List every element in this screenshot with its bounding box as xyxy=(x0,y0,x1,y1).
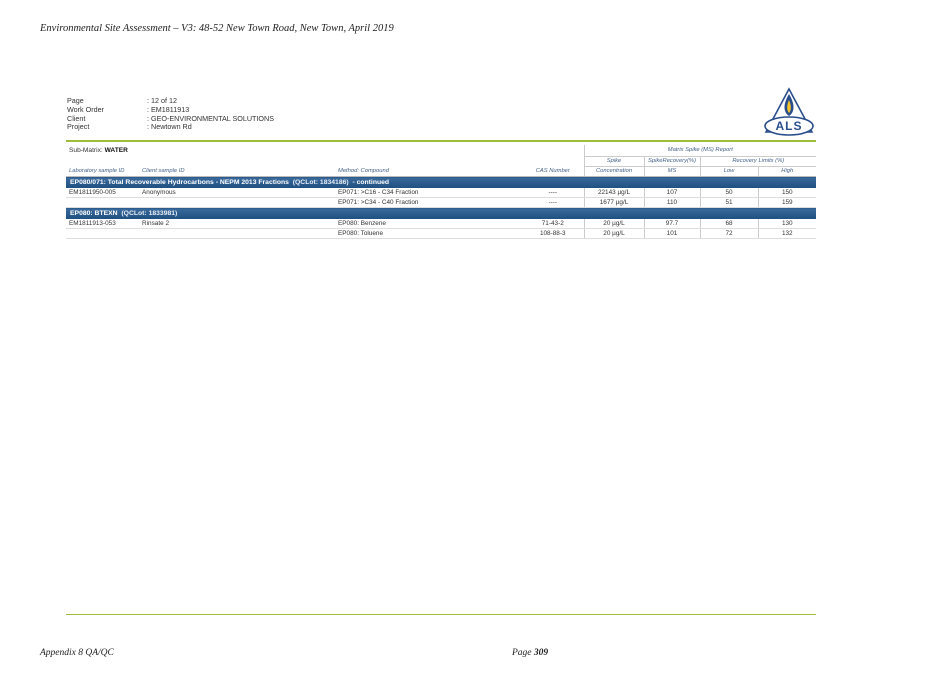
group-suffix: - continued xyxy=(352,179,390,186)
header-concentration: Concentration xyxy=(583,166,645,177)
method-compound: EP080: Benzene xyxy=(335,219,522,229)
group-title: EP080/071: Total Recoverable Hydrocarbon… xyxy=(70,179,289,186)
ms-recovery: 101 xyxy=(643,228,701,239)
client-sample-id xyxy=(139,197,335,208)
client-sample-id: Anonymous xyxy=(139,188,335,198)
recovery-high: 132 xyxy=(757,228,817,239)
meta-row-page: Page 12 of 12 xyxy=(67,96,274,106)
ms-recovery: 97.7 xyxy=(643,219,701,229)
concentration: 20 µg/L xyxy=(583,228,645,239)
client-sample-id xyxy=(139,228,335,239)
document-header: Environmental Site Assessment – V3: 48-5… xyxy=(40,23,394,34)
recovery-low: 50 xyxy=(699,188,759,198)
lab-sample-id: EM1811950-005 xyxy=(66,188,139,198)
lab-sample-id xyxy=(66,197,139,208)
recovery-high: 159 xyxy=(757,197,817,208)
recovery-high: 150 xyxy=(757,188,817,198)
als-logo: ALS xyxy=(762,86,816,138)
meta-row-work-order: Work Order EM1811913 xyxy=(67,104,274,115)
logo-text: ALS xyxy=(775,119,803,133)
lab-sample-id xyxy=(66,228,139,239)
submatrix-label: Sub-Matrix: WATER xyxy=(66,145,584,157)
cas-number: 71-43-2 xyxy=(522,219,585,229)
report-meta: Page 12 of 12 Work Order EM1811913 Clien… xyxy=(67,96,274,132)
cas-number: 108-88-3 xyxy=(522,228,585,239)
group-header: EP080/071: Total Recoverable Hydrocarbon… xyxy=(66,176,817,188)
recovery-low: 68 xyxy=(699,219,759,229)
header-divider xyxy=(66,140,816,142)
meta-value: 12 of 12 xyxy=(147,96,177,106)
matrix-spike-table: Sub-Matrix: WATER Matrix Spike (MS) Repo… xyxy=(66,145,817,239)
header-recovery-limits: Recovery Limits (%) xyxy=(699,156,817,167)
meta-label: Client xyxy=(67,113,86,123)
recovery-low: 72 xyxy=(699,228,759,239)
meta-value: EM1811913 xyxy=(147,105,189,115)
group-lot: (QCLot: 1833981) xyxy=(121,210,178,217)
recovery-high: 130 xyxy=(757,219,817,229)
meta-label: Project xyxy=(67,122,90,132)
header-ms: MS xyxy=(643,166,701,177)
header-cas-number: CAS Number xyxy=(522,166,585,177)
header-method-compound: Method: Compound xyxy=(335,166,522,177)
footer-divider xyxy=(66,614,816,615)
group-lot: (QCLot: 1834186) xyxy=(292,179,349,186)
footer-page-number: 309 xyxy=(533,648,549,658)
meta-value: GEO-ENVIRONMENTAL SOLUTIONS xyxy=(147,114,274,124)
recovery-low: 51 xyxy=(699,197,759,208)
cas-number: ---- xyxy=(522,188,585,198)
meta-row-client: Client GEO-ENVIRONMENTAL SOLUTIONS xyxy=(67,113,274,124)
meta-value: Newtown Rd xyxy=(147,123,192,132)
meta-label: Page xyxy=(67,96,84,105)
meta-label: Work Order xyxy=(67,104,105,114)
ms-recovery: 110 xyxy=(643,197,701,208)
table-row: EM1811913-053 Rinsate 2 EP080: Benzene 7… xyxy=(66,219,817,229)
meta-row-project: Project Newtown Rd xyxy=(67,123,274,132)
method-compound: EP071: >C16 - C34 Fraction xyxy=(335,188,522,198)
footer-appendix: Appendix 8 QA/QC xyxy=(40,648,114,658)
method-compound: EP080: Toluene xyxy=(335,228,522,239)
footer-page-label: Page xyxy=(512,648,532,658)
group-header: EP080: BTEXN (QCLot: 1833981) xyxy=(66,207,817,219)
lab-sample-id: EM1811913-053 xyxy=(66,219,139,229)
ms-recovery: 107 xyxy=(643,188,701,198)
header-low: Low xyxy=(699,166,759,177)
header-spike-recovery: SpikeRecovery(%) xyxy=(643,156,701,167)
submatrix-caption: Sub-Matrix: xyxy=(69,147,103,155)
table-row: EM1811950-005 Anonymous EP071: >C16 - C3… xyxy=(66,188,817,198)
footer-page: Page 309 xyxy=(512,648,548,658)
header-client-sample-id: Client sample ID xyxy=(139,166,335,177)
als-flame-icon xyxy=(764,87,814,136)
group-title: EP080: BTEXN xyxy=(70,210,118,217)
client-sample-id: Rinsate 2 xyxy=(139,219,335,229)
header-spike: Spike xyxy=(583,156,645,167)
header-high: High xyxy=(757,166,817,177)
concentration: 22143 µg/L xyxy=(583,188,645,198)
submatrix-value: WATER xyxy=(104,147,128,155)
header-lab-sample-id: Laboratory sample ID xyxy=(66,166,139,177)
table-row: EP071: >C34 - C40 Fraction ---- 1677 µg/… xyxy=(66,197,817,208)
method-compound: EP071: >C34 - C40 Fraction xyxy=(335,197,522,208)
table-row: EP080: Toluene 108-88-3 20 µg/L 101 72 1… xyxy=(66,228,817,239)
concentration: 20 µg/L xyxy=(583,219,645,229)
concentration: 1677 µg/L xyxy=(583,197,645,208)
cas-number: ---- xyxy=(522,197,585,208)
report-title: Matrix Spike (MS) Report xyxy=(583,145,817,157)
